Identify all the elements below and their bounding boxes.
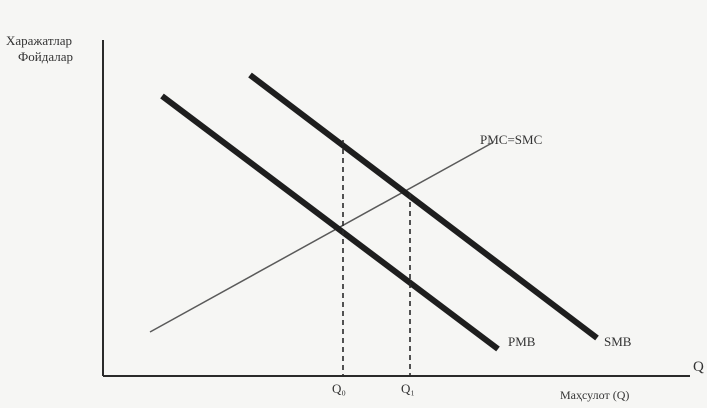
smb-line [248,72,599,341]
pmc-smc-line [149,142,493,333]
x-axis-end-label: Q [693,359,704,375]
x-axis-label: Маҳсулот (Q) [560,388,630,402]
pmb-line [160,93,500,352]
q-social-tick-label: Q₁ [401,381,415,396]
pmb-label: PMB [508,334,536,349]
q-private-tick-label: Q₀ [332,381,346,396]
smb-label: SMB [604,334,632,349]
pmc-smc-label: PMC=SMC [480,132,543,147]
y-axis-label-line1: Харажатлар [6,33,72,48]
y-axis-label-line2: Фойдалар [18,49,73,64]
